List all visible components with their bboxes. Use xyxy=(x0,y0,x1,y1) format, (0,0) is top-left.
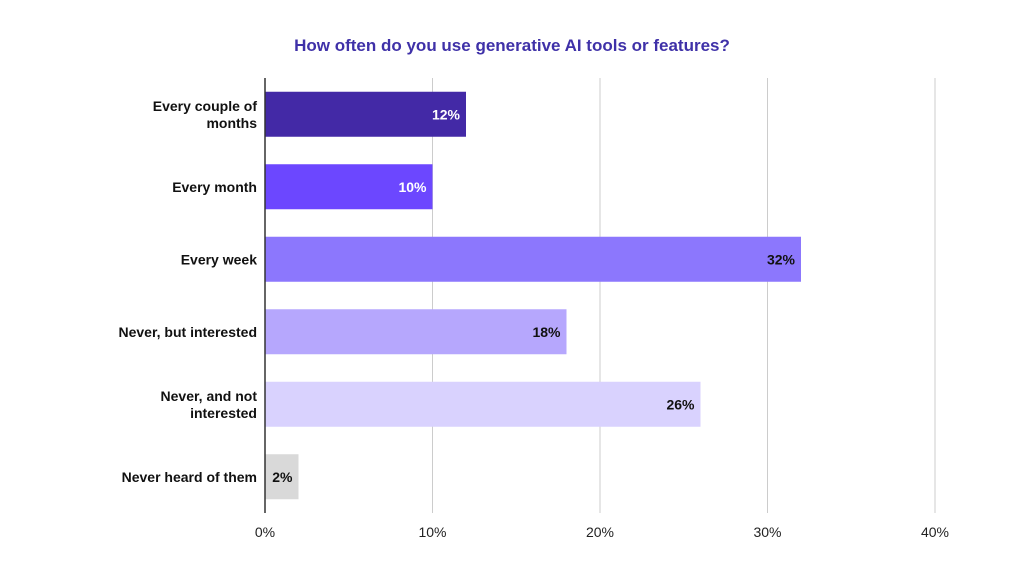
x-tick-label: 0% xyxy=(255,524,275,540)
category-label: Never heard of them xyxy=(122,469,257,485)
category-label: Every couple of xyxy=(153,98,258,114)
bar xyxy=(265,164,433,210)
bar xyxy=(265,309,567,355)
bar xyxy=(265,236,801,282)
data-label: 12% xyxy=(432,106,461,122)
data-label: 32% xyxy=(767,251,796,267)
category-label: interested xyxy=(190,405,257,421)
bar xyxy=(265,381,701,427)
x-tick-label: 10% xyxy=(418,524,446,540)
bar xyxy=(265,91,466,137)
bar xyxy=(265,454,299,500)
data-label: 2% xyxy=(272,469,293,485)
chart-title: How often do you use generative AI tools… xyxy=(294,36,730,55)
x-tick-label: 40% xyxy=(921,524,949,540)
data-label: 26% xyxy=(666,396,695,412)
category-label: Never, but interested xyxy=(119,324,258,340)
x-tick-label: 20% xyxy=(586,524,614,540)
category-label: Every week xyxy=(181,251,257,267)
category-label: Every month xyxy=(172,179,257,195)
category-label: Never, and not xyxy=(161,388,258,404)
x-tick-label: 30% xyxy=(753,524,781,540)
data-label: 10% xyxy=(398,179,427,195)
data-label: 18% xyxy=(532,324,561,340)
category-label: months xyxy=(206,115,257,131)
